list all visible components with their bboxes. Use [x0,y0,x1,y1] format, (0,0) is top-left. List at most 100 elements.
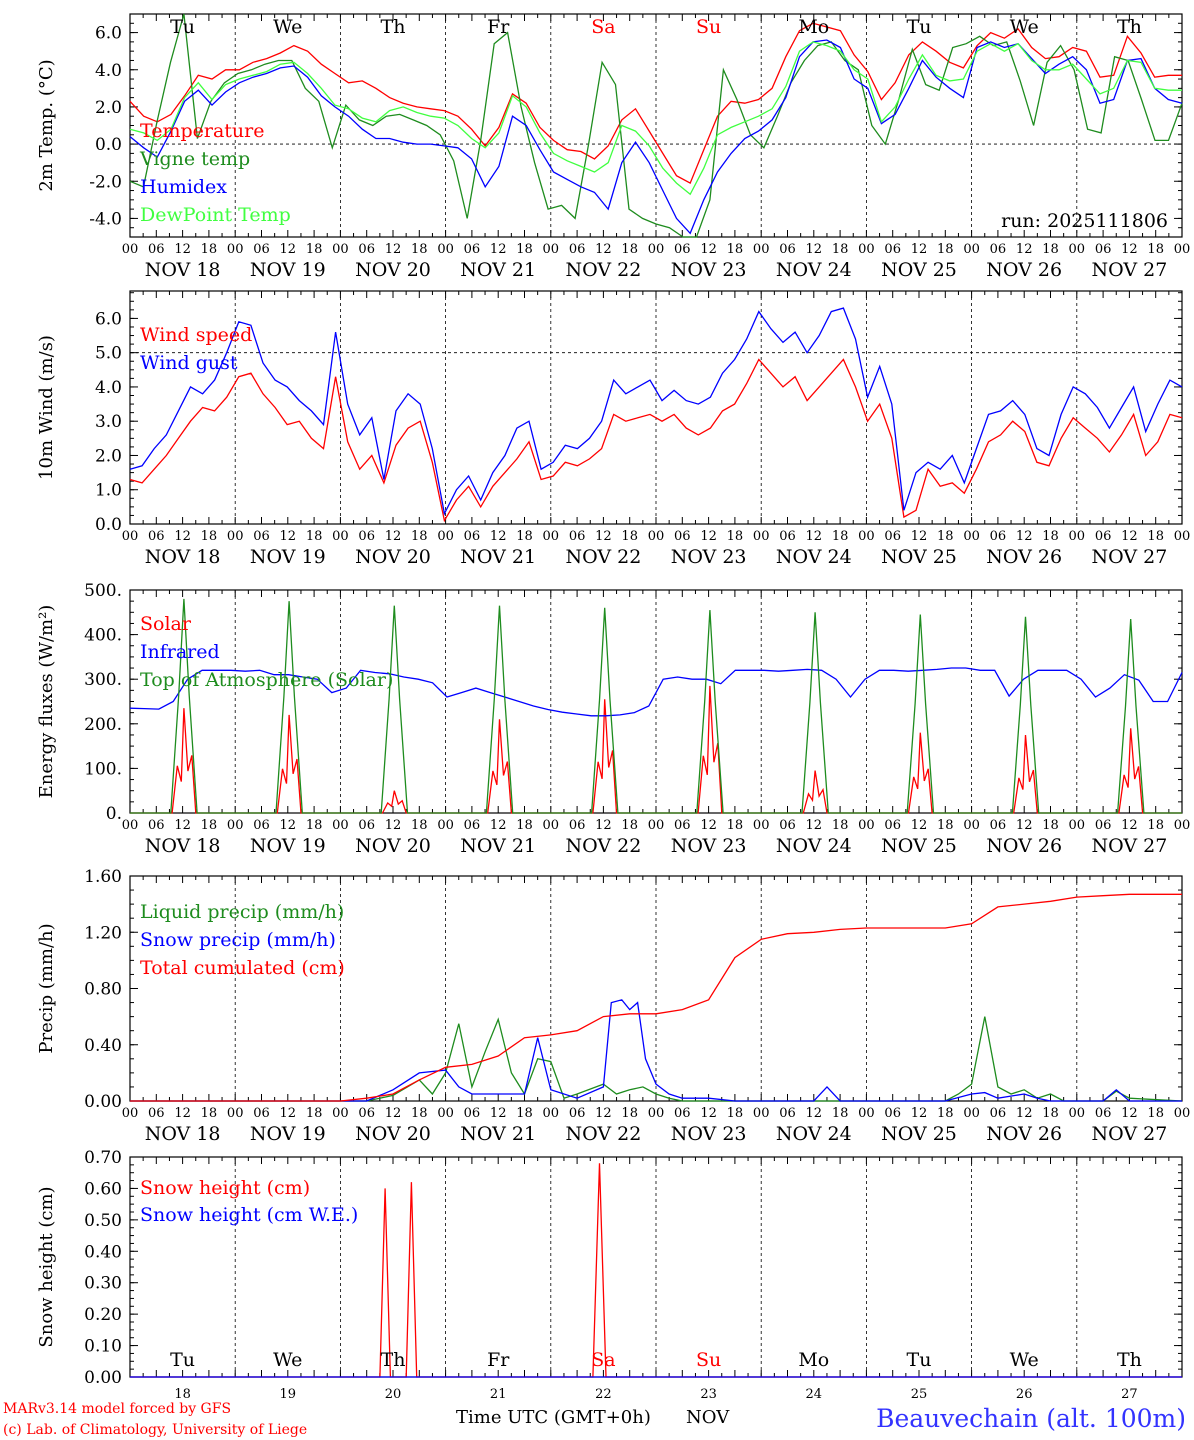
y-tick-label: 1.60 [84,867,122,887]
hour-label: 00 [648,1106,665,1121]
y-tick-label: 0.80 [84,980,122,1000]
hour-label: 18 [1147,818,1164,833]
hour-label: 06 [464,1106,481,1121]
legend-entry: Wind speed [140,324,252,346]
legend-entry: Infrared [140,641,220,663]
series-humidex [129,39,1183,235]
date-label: NOV 24 [776,546,852,568]
date-label: NOV 23 [671,1123,747,1145]
y-tick-label: 0.40 [84,1242,122,1262]
hour-label: 18 [1147,1106,1164,1121]
hour-label: 18 [832,242,849,257]
hour-label: 00 [648,818,665,833]
hour-label: 18 [516,529,533,544]
hour-label: 18 [621,529,638,544]
hour-label: 06 [990,242,1007,257]
y-axis-label: Snow height (cm) [36,1186,57,1347]
hour-label: 00 [332,1106,349,1121]
hour-label: 12 [1016,1106,1033,1121]
hour-label: 00 [437,529,454,544]
date-label: NOV 18 [145,546,221,568]
series-dewpoint-temp [129,41,1182,196]
hour-label: 00 [753,818,770,833]
legend-entry: Snow height (cm W.E.) [140,1204,358,1226]
hour-label: 00 [1174,529,1191,544]
day-number-label: 25 [911,1387,928,1402]
hour-label: 00 [122,1106,139,1121]
weekday-label: Mo [798,1349,829,1371]
y-tick-label: 0.30 [84,1274,122,1294]
day-number-label: 18 [174,1387,191,1402]
date-label: NOV 27 [1091,1123,1167,1145]
date-label: NOV 20 [355,546,431,568]
weekday-label: Tu [170,16,195,38]
hour-label: 06 [358,818,375,833]
hour-label: 18 [1042,1106,1059,1121]
hour-label: 18 [727,818,744,833]
weekday-label: Fr [487,16,510,38]
hour-label: 00 [122,818,139,833]
hour-label: 12 [700,529,717,544]
hour-label: 06 [1095,529,1112,544]
y-tick-label: 0.70 [84,1148,122,1168]
hour-label: 06 [779,818,796,833]
hour-label: 18 [411,529,428,544]
date-label: NOV 22 [565,546,641,568]
date-label: NOV 23 [671,835,747,857]
hour-label: 18 [201,529,218,544]
hour-label: 18 [621,1106,638,1121]
hour-label: 06 [569,242,586,257]
hour-label: 06 [990,529,1007,544]
hour-label: 18 [832,818,849,833]
hour-label: 12 [280,242,297,257]
hour-label: 18 [937,529,954,544]
hour-label: 18 [306,1106,323,1121]
weekday-label: Fr [487,1349,510,1371]
hour-label: 18 [411,1106,428,1121]
hour-label: 12 [490,818,507,833]
hour-label: 18 [621,242,638,257]
hour-label: 00 [1174,242,1191,257]
y-tick-label: 3.0 [95,412,122,432]
hour-label: 06 [674,818,691,833]
date-label: NOV 24 [776,1123,852,1145]
hour-label: 06 [464,818,481,833]
series-wind-gust [129,307,1183,516]
day-number-label: 24 [806,1387,823,1402]
hour-label: 12 [490,529,507,544]
y-tick-label: 200. [84,715,122,735]
y-tick-label: 0.40 [84,1036,122,1056]
hour-label: 06 [569,529,586,544]
weekday-label: Sa [591,16,615,38]
hour-label: 06 [779,242,796,257]
hour-label: 18 [201,818,218,833]
weekday-label: We [273,1349,302,1371]
hour-label: 06 [358,242,375,257]
series-total-cumulated-cm- [130,893,1182,1102]
date-label: NOV 26 [986,1123,1062,1145]
hour-label: 12 [806,242,823,257]
y-tick-label: 0.60 [84,1179,122,1199]
hour-label: 00 [543,818,560,833]
date-label: NOV 27 [1091,546,1167,568]
hour-label: 06 [569,1106,586,1121]
hour-label: 06 [779,1106,796,1121]
hour-label: 06 [884,818,901,833]
date-label: NOV 21 [460,835,536,857]
hour-label: 06 [779,529,796,544]
hour-label: 06 [1095,242,1112,257]
weekday-label: We [1010,1349,1039,1371]
hour-label: 18 [937,1106,954,1121]
hour-label: 18 [1042,818,1059,833]
y-tick-label: 6.0 [95,309,122,329]
day-number-label: 19 [280,1387,297,1402]
date-label: NOV 22 [565,1123,641,1145]
series-vigne-temp [129,13,1183,238]
hour-label: 00 [963,242,980,257]
hour-label: 12 [700,1106,717,1121]
legend-entry: Vigne temp [139,148,250,170]
hour-label: 18 [937,818,954,833]
hour-label: 06 [253,242,270,257]
date-label: NOV 26 [986,835,1062,857]
y-tick-label: -4.0 [89,209,122,229]
